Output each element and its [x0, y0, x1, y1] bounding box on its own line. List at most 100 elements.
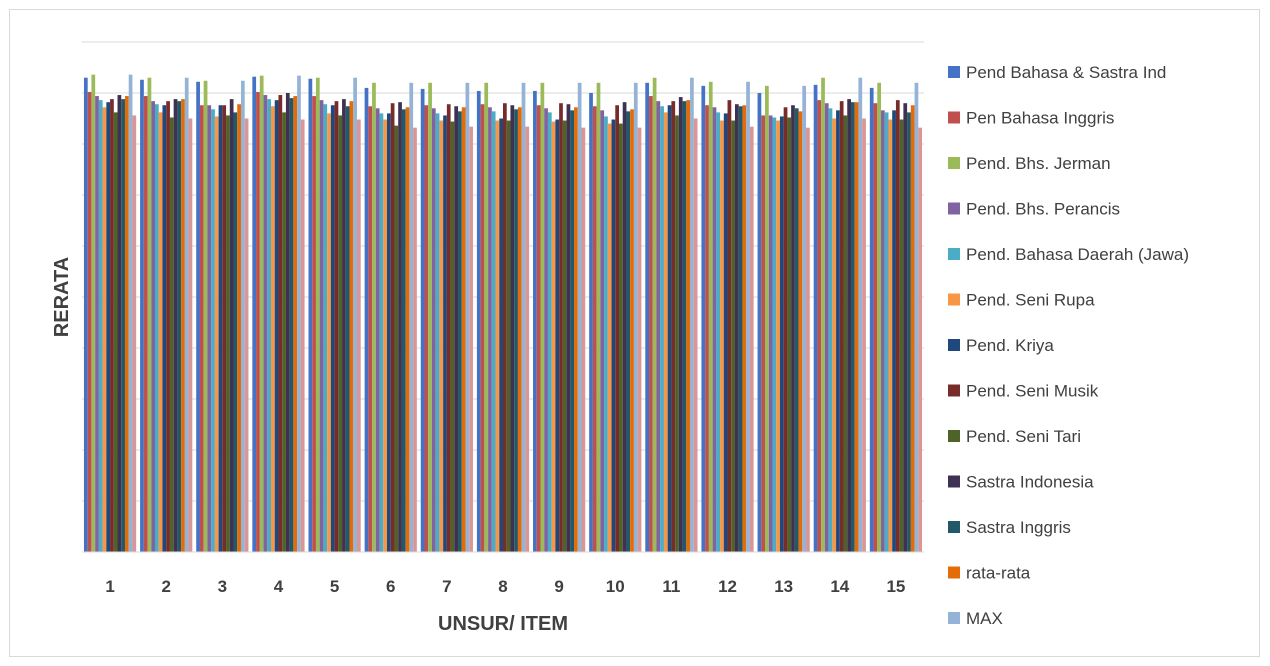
legend-label: Pend. Bhs. Perancis	[966, 200, 1120, 219]
legend-label: Pend. Kriya	[966, 336, 1054, 355]
bar	[517, 107, 522, 552]
bar	[319, 100, 324, 552]
bar	[222, 105, 227, 553]
bar	[693, 118, 698, 552]
bar	[562, 120, 567, 552]
bar	[207, 105, 212, 553]
bar	[147, 77, 152, 552]
x-tick-label: 8	[498, 577, 507, 596]
x-tick-label: 7	[442, 577, 451, 596]
bar	[282, 112, 286, 552]
bar	[454, 106, 459, 552]
legend-swatch	[948, 111, 960, 124]
bar	[233, 112, 238, 552]
bar	[720, 120, 724, 552]
bar-chart: 1 2 3 4 5 6 7 8 9 10 11 12 13 14 15 UNSUR/ ITEM RERATA…	[51, 41, 1189, 635]
bar	[110, 99, 114, 553]
bar	[802, 85, 807, 553]
bar	[271, 106, 275, 552]
bar	[458, 111, 462, 553]
legend-swatch	[948, 384, 960, 397]
bar	[312, 96, 316, 552]
bar	[98, 100, 103, 552]
bar	[83, 77, 88, 552]
bar	[592, 106, 597, 552]
legend-label: rata-rata	[966, 564, 1031, 583]
bar	[649, 96, 653, 552]
legend: Pend Bahasa & Sastra Ind Pen Bahasa Inggr…	[948, 63, 1189, 628]
bar	[746, 81, 750, 552]
bar	[214, 116, 219, 553]
bar	[431, 108, 436, 553]
bar	[499, 118, 503, 552]
legend-swatch	[948, 566, 960, 579]
bar	[95, 96, 99, 552]
bar	[854, 102, 859, 553]
bar	[158, 112, 163, 552]
bar	[761, 115, 766, 552]
x-tick-label: 11	[662, 577, 680, 596]
bar	[465, 82, 470, 553]
x-tick-label: 12	[718, 577, 737, 596]
bar	[716, 112, 721, 552]
bar	[484, 82, 489, 553]
bar	[401, 109, 406, 552]
x-tick-label: 2	[161, 577, 170, 596]
bar	[237, 104, 241, 552]
bar	[626, 111, 631, 553]
bar	[188, 118, 193, 552]
bar	[907, 112, 911, 552]
bar	[839, 101, 844, 552]
bar	[338, 115, 343, 552]
bar	[315, 77, 320, 552]
bar	[656, 101, 661, 552]
bar	[394, 125, 399, 552]
bar	[873, 103, 878, 552]
bar	[768, 115, 773, 552]
bar	[858, 77, 863, 552]
legend-swatch	[948, 612, 960, 624]
bar	[619, 123, 623, 552]
bar	[547, 112, 552, 552]
bar	[349, 101, 354, 552]
bar	[536, 105, 541, 553]
bars	[83, 74, 923, 553]
legend-swatch	[948, 293, 960, 306]
bar	[899, 119, 904, 553]
bar	[817, 100, 822, 552]
bar	[259, 75, 264, 552]
bar	[364, 87, 369, 553]
bar	[783, 107, 788, 552]
legend-label: Pend. Seni Musik	[966, 382, 1099, 401]
bar	[211, 109, 215, 552]
bar	[327, 113, 331, 553]
bar	[424, 105, 429, 553]
bar	[836, 110, 840, 552]
x-tick-label: 1	[105, 577, 114, 596]
legend-label: Sastra Inggris	[966, 518, 1071, 537]
bar	[794, 108, 799, 553]
bar	[117, 95, 122, 552]
bar	[140, 79, 144, 553]
bar	[551, 121, 556, 552]
bar	[256, 91, 260, 552]
legend-label: Pend. Bhs. Jerman	[966, 154, 1111, 173]
bar	[645, 82, 650, 553]
bar	[742, 105, 747, 553]
bar	[521, 82, 526, 553]
bar	[581, 127, 586, 553]
bar	[342, 99, 346, 553]
bar	[143, 96, 148, 552]
bar	[544, 108, 548, 553]
bar	[671, 101, 676, 552]
x-tick-label: 5	[330, 577, 339, 596]
bar	[832, 118, 837, 552]
bar	[267, 99, 272, 553]
bar	[263, 95, 268, 552]
bar	[252, 76, 257, 553]
bar	[690, 77, 694, 552]
bar	[375, 108, 380, 553]
bar	[881, 110, 885, 552]
chart-frame: 1 2 3 4 5 6 7 8 9 10 11 12 13 14 15 UNSUR/ ITEM RERATA…	[9, 9, 1260, 657]
bar	[450, 121, 455, 552]
